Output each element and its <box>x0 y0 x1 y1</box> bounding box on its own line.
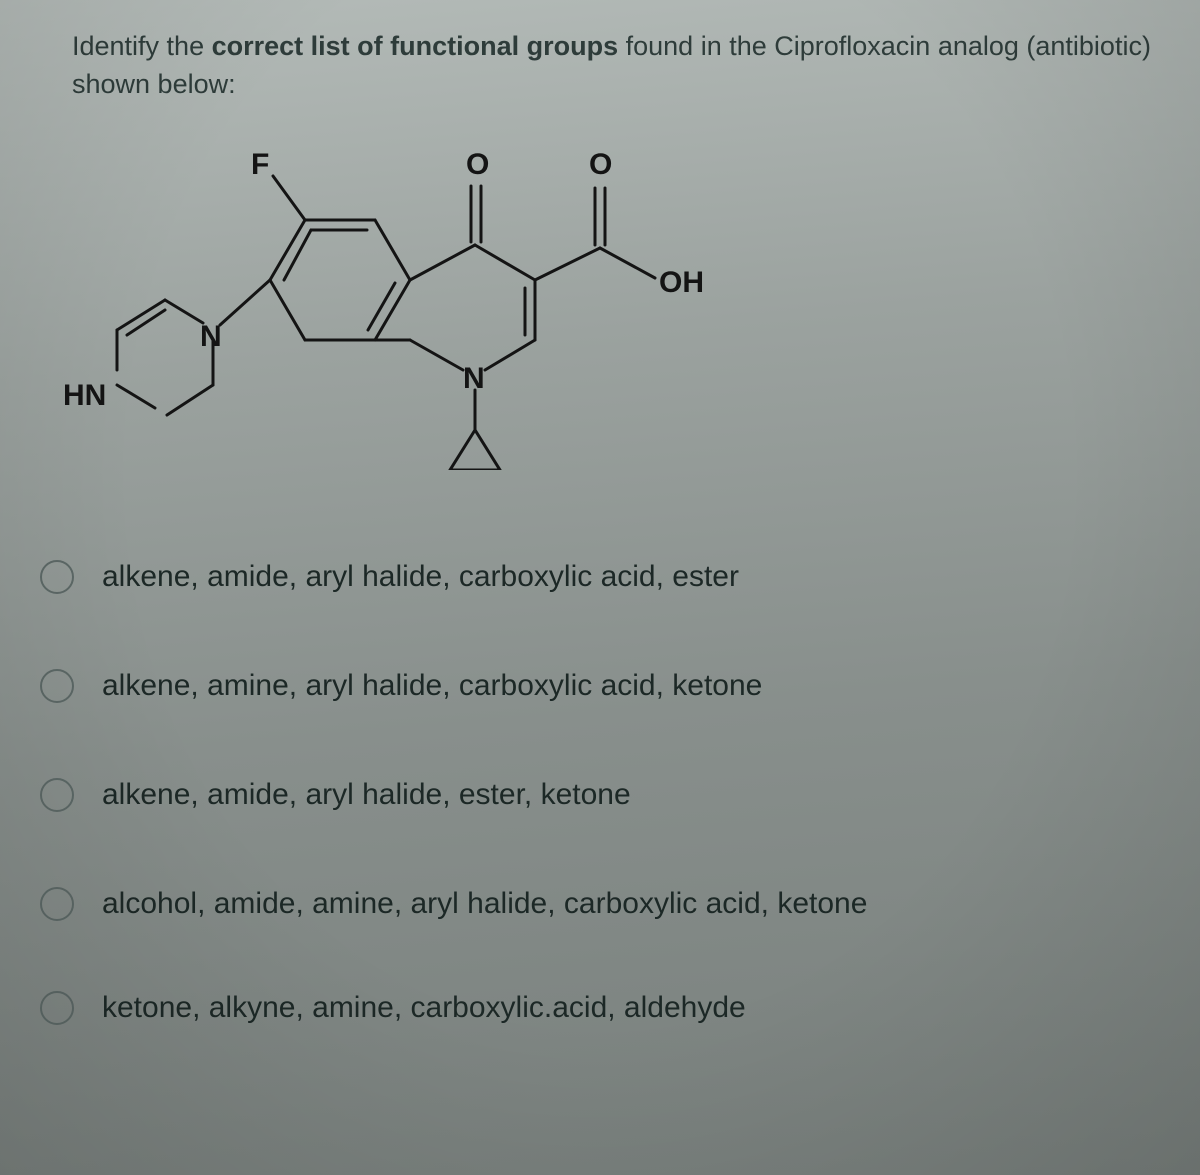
molecule-svg: F HN N N O O OH <box>55 130 735 470</box>
question-prompt: Identify the correct list of functional … <box>72 28 1170 104</box>
option-2[interactable]: alkene, amine, aryl halide, carboxylic a… <box>40 669 1160 703</box>
radio-icon[interactable] <box>40 887 74 921</box>
option-4-text: alcohol, amide, amine, aryl halide, carb… <box>102 887 1160 921</box>
label-hn: HN <box>63 379 106 412</box>
question-page: Identify the correct list of functional … <box>0 0 1200 1175</box>
option-5[interactable]: ketone, alkyne, amine, carboxylic.acid, … <box>40 991 1160 1025</box>
molecule-diagram: F HN N N O O OH <box>55 130 735 470</box>
radio-icon[interactable] <box>40 560 74 594</box>
option-1-text: alkene, amide, aryl halide, carboxylic a… <box>102 560 1160 594</box>
option-3-text: alkene, amide, aryl halide, ester, keton… <box>102 778 1160 812</box>
label-oh: OH <box>659 266 704 299</box>
radio-icon[interactable] <box>40 669 74 703</box>
option-2-text: alkene, amine, aryl halide, carboxylic a… <box>102 669 1160 703</box>
answer-options: alkene, amide, aryl halide, carboxylic a… <box>40 560 1160 1105</box>
label-o2: O <box>589 148 612 181</box>
option-1[interactable]: alkene, amide, aryl halide, carboxylic a… <box>40 560 1160 594</box>
label-n1: N <box>200 320 222 353</box>
option-3[interactable]: alkene, amide, aryl halide, ester, keton… <box>40 778 1160 812</box>
question-prefix: Identify the <box>72 31 212 61</box>
label-f: F <box>251 148 269 181</box>
label-o1: O <box>466 148 489 181</box>
option-4[interactable]: alcohol, amide, amine, aryl halide, carb… <box>40 887 1160 921</box>
label-n2: N <box>463 362 485 395</box>
radio-icon[interactable] <box>40 778 74 812</box>
radio-icon[interactable] <box>40 991 74 1025</box>
option-5-text: ketone, alkyne, amine, carboxylic.acid, … <box>102 991 1160 1025</box>
question-bold: correct list of functional groups <box>212 31 619 61</box>
